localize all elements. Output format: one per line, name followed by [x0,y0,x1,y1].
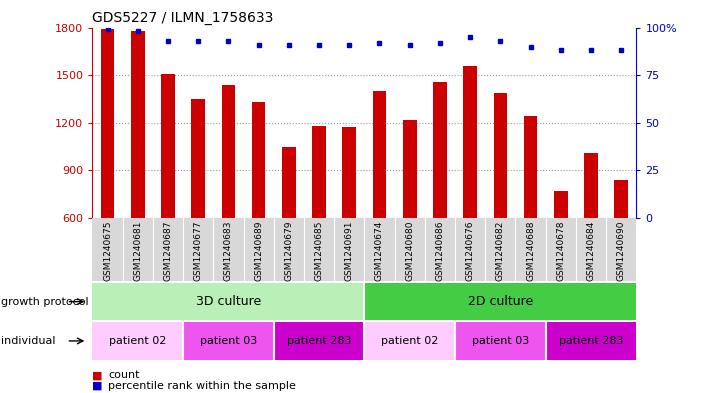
Text: patient 03: patient 03 [471,336,529,346]
Bar [92,322,183,360]
Bar [455,322,546,360]
Bar [343,127,356,218]
Text: GSM1240685: GSM1240685 [314,220,324,281]
Text: GSM1240681: GSM1240681 [133,220,142,281]
Text: patient 283: patient 283 [287,336,351,346]
Text: growth protocol: growth protocol [1,297,89,307]
Bar [101,29,114,218]
Text: percentile rank within the sample: percentile rank within the sample [108,381,296,391]
Text: GSM1240675: GSM1240675 [103,220,112,281]
Bar [161,73,175,218]
Bar [252,102,265,218]
Bar [546,322,636,360]
Bar [614,180,628,218]
Text: GDS5227 / ILMN_1758633: GDS5227 / ILMN_1758633 [92,11,274,25]
Text: GSM1240691: GSM1240691 [345,220,354,281]
Bar [191,99,205,218]
Bar [131,31,144,218]
Text: individual: individual [1,336,56,346]
Text: patient 02: patient 02 [109,336,166,346]
Text: GSM1240682: GSM1240682 [496,220,505,281]
Bar [524,116,538,218]
Bar [584,153,598,218]
Text: GSM1240688: GSM1240688 [526,220,535,281]
Text: 2D culture: 2D culture [468,295,533,308]
Text: GSM1240684: GSM1240684 [587,220,596,281]
Text: GSM1240686: GSM1240686 [435,220,444,281]
Text: count: count [108,370,139,380]
Text: 3D culture: 3D culture [196,295,261,308]
Text: patient 03: patient 03 [200,336,257,346]
Text: GSM1240677: GSM1240677 [193,220,203,281]
Bar [183,322,274,360]
Text: GSM1240674: GSM1240674 [375,220,384,281]
Bar [92,283,364,320]
Bar [274,322,364,360]
Bar [403,119,417,218]
Bar [364,322,455,360]
Bar [554,191,567,218]
Text: patient 02: patient 02 [381,336,439,346]
Text: GSM1240678: GSM1240678 [556,220,565,281]
Text: GSM1240689: GSM1240689 [254,220,263,281]
Text: GSM1240679: GSM1240679 [284,220,294,281]
Text: GSM1240676: GSM1240676 [466,220,475,281]
Bar [364,283,636,320]
Text: ■: ■ [92,370,103,380]
Text: GSM1240680: GSM1240680 [405,220,415,281]
Text: patient 283: patient 283 [559,336,624,346]
Bar [433,81,447,218]
Bar [282,147,296,218]
Bar [493,93,507,218]
Bar [373,91,386,218]
Bar [222,84,235,218]
Bar [464,66,477,218]
Text: GSM1240683: GSM1240683 [224,220,233,281]
Text: GSM1240690: GSM1240690 [616,220,626,281]
Text: ■: ■ [92,381,103,391]
Bar [312,126,326,218]
Text: GSM1240687: GSM1240687 [164,220,173,281]
